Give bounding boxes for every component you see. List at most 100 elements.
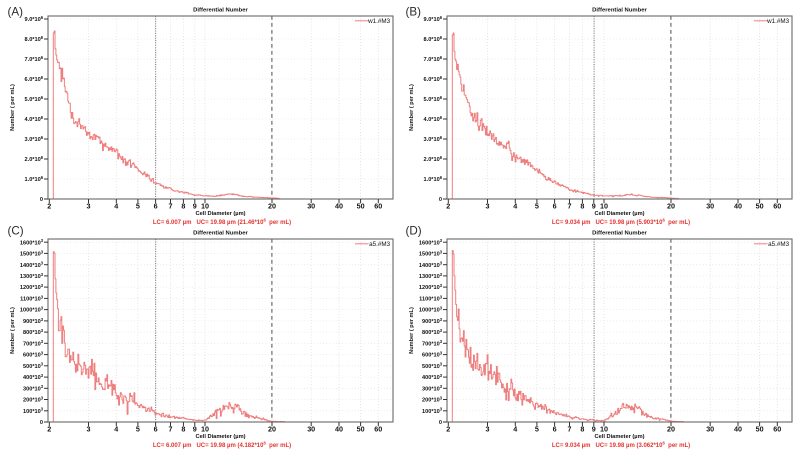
svg-text:8: 8: [580, 201, 584, 210]
svg-text:3.0*106: 3.0*106: [424, 135, 443, 143]
svg-text:Cell Diameter (µm): Cell Diameter (µm): [195, 211, 245, 217]
svg-text:Differential Number: Differential Number: [592, 7, 647, 13]
svg-text:6: 6: [154, 424, 158, 433]
svg-text:(A): (A): [8, 6, 24, 19]
svg-text:3: 3: [87, 201, 91, 210]
svg-text:50: 50: [357, 201, 365, 210]
svg-text:LC= 6.007 µm UC= 19.98 µm (2: LC= 6.007 µm UC= 19.98 µm (21.46*106 per…: [153, 218, 291, 226]
svg-text:20: 20: [268, 424, 276, 433]
svg-text:7: 7: [169, 201, 173, 210]
svg-text:Cell Diameter (µm): Cell Diameter (µm): [195, 434, 245, 440]
svg-text:60: 60: [773, 201, 781, 210]
svg-text:6: 6: [553, 201, 557, 210]
svg-text:40: 40: [335, 424, 343, 433]
svg-text:1400*103: 1400*103: [20, 261, 44, 269]
svg-text:10: 10: [600, 201, 608, 210]
svg-text:Differential Number: Differential Number: [193, 7, 248, 13]
svg-text:900*103: 900*103: [23, 317, 44, 325]
svg-text:1300*103: 1300*103: [419, 272, 443, 280]
svg-text:6: 6: [154, 201, 158, 210]
svg-text:0: 0: [439, 197, 442, 203]
svg-text:1100*103: 1100*103: [419, 294, 443, 302]
svg-text:500*103: 500*103: [422, 362, 443, 370]
svg-text:7: 7: [568, 424, 572, 433]
svg-text:4.0*106: 4.0*106: [25, 115, 44, 123]
svg-text:0: 0: [40, 197, 43, 203]
svg-text:Number ( per mL): Number ( per mL): [409, 307, 415, 354]
svg-text:9: 9: [193, 201, 197, 210]
svg-text:7: 7: [169, 424, 173, 433]
svg-text:a5.#M3: a5.#M3: [768, 241, 790, 248]
svg-text:4: 4: [513, 201, 517, 210]
svg-text:20: 20: [268, 201, 276, 210]
svg-text:600*103: 600*103: [422, 351, 443, 359]
svg-text:40: 40: [335, 201, 343, 210]
svg-text:1500*103: 1500*103: [20, 249, 44, 257]
svg-text:LC= 9.034 µm UC= 19.98 µm (3: LC= 9.034 µm UC= 19.98 µm (3.062*106 per…: [552, 441, 690, 449]
svg-text:4: 4: [114, 201, 118, 210]
svg-text:1500*103: 1500*103: [419, 249, 443, 257]
svg-text:6: 6: [553, 424, 557, 433]
svg-text:4.0*106: 4.0*106: [424, 115, 443, 123]
svg-text:LC= 9.034 µm UC= 19.98 µm (5: LC= 9.034 µm UC= 19.98 µm (5.903*106 per…: [552, 218, 690, 226]
svg-text:400*103: 400*103: [422, 373, 443, 381]
svg-text:9.0*106: 9.0*106: [25, 15, 44, 23]
svg-text:300*103: 300*103: [422, 384, 443, 392]
svg-text:40: 40: [734, 201, 742, 210]
svg-text:Number ( per mL): Number ( per mL): [10, 307, 16, 354]
svg-text:5: 5: [136, 424, 140, 433]
svg-text:700*103: 700*103: [422, 339, 443, 347]
svg-text:6.0*106: 6.0*106: [25, 75, 44, 83]
svg-text:1400*103: 1400*103: [419, 261, 443, 269]
svg-text:30: 30: [307, 201, 315, 210]
svg-text:8: 8: [580, 424, 584, 433]
svg-text:Cell Diameter (µm): Cell Diameter (µm): [594, 211, 644, 217]
svg-text:Differential Number: Differential Number: [592, 230, 647, 236]
svg-text:w1.#M3: w1.#M3: [367, 18, 391, 25]
svg-text:1.0*106: 1.0*106: [25, 175, 44, 183]
svg-text:300*103: 300*103: [23, 384, 44, 392]
svg-text:3: 3: [486, 201, 490, 210]
svg-text:8.0*106: 8.0*106: [424, 35, 443, 43]
svg-text:0: 0: [40, 420, 43, 426]
svg-text:Number ( per mL): Number ( per mL): [10, 84, 16, 131]
svg-text:60: 60: [773, 424, 781, 433]
svg-text:20: 20: [667, 201, 675, 210]
svg-text:5: 5: [136, 201, 140, 210]
svg-text:1300*103: 1300*103: [20, 272, 44, 280]
svg-text:700*103: 700*103: [23, 339, 44, 347]
svg-text:10: 10: [600, 424, 608, 433]
svg-text:9: 9: [592, 201, 596, 210]
svg-text:200*103: 200*103: [422, 395, 443, 403]
svg-text:1600*103: 1600*103: [20, 238, 44, 246]
svg-text:1200*103: 1200*103: [419, 283, 443, 291]
svg-text:9: 9: [592, 424, 596, 433]
svg-text:3.0*106: 3.0*106: [25, 135, 44, 143]
svg-text:5.0*106: 5.0*106: [424, 95, 443, 103]
svg-text:60: 60: [374, 424, 382, 433]
svg-text:6.0*106: 6.0*106: [424, 75, 443, 83]
svg-text:w1.#M3: w1.#M3: [766, 18, 790, 25]
svg-text:LC= 6.007 µm UC= 19.98 µm (4: LC= 6.007 µm UC= 19.98 µm (4.182*106 per…: [153, 441, 291, 449]
svg-text:Cell Diameter (µm): Cell Diameter (µm): [594, 434, 644, 440]
svg-text:100*103: 100*103: [23, 407, 44, 415]
svg-text:2: 2: [47, 424, 51, 433]
svg-text:500*103: 500*103: [23, 362, 44, 370]
svg-text:30: 30: [706, 424, 714, 433]
svg-text:1200*103: 1200*103: [20, 283, 44, 291]
svg-text:60: 60: [374, 201, 382, 210]
svg-text:5.0*106: 5.0*106: [25, 95, 44, 103]
svg-text:7.0*106: 7.0*106: [424, 55, 443, 63]
svg-text:4: 4: [114, 424, 118, 433]
svg-text:8: 8: [181, 201, 185, 210]
svg-text:40: 40: [734, 424, 742, 433]
svg-text:5: 5: [535, 424, 539, 433]
svg-text:1600*103: 1600*103: [419, 238, 443, 246]
svg-text:7: 7: [568, 201, 572, 210]
svg-text:0: 0: [439, 420, 442, 426]
svg-text:1100*103: 1100*103: [20, 294, 44, 302]
svg-text:Differential Number: Differential Number: [193, 230, 248, 236]
svg-text:30: 30: [307, 424, 315, 433]
svg-text:10: 10: [201, 201, 209, 210]
svg-text:7.0*106: 7.0*106: [25, 55, 44, 63]
